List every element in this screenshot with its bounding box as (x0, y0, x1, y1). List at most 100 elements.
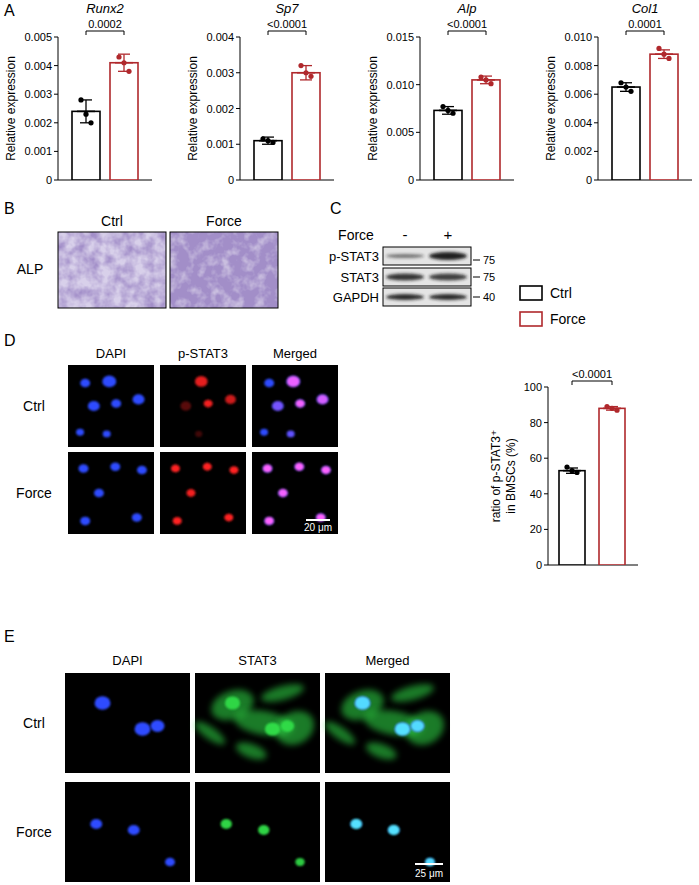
point (661, 52, 666, 57)
nucleus (278, 489, 288, 498)
bar (612, 87, 640, 180)
tick (544, 387, 548, 388)
axis-title: Relative expression (544, 56, 558, 161)
y-axis (420, 37, 421, 180)
y-axis (548, 387, 549, 565)
blot-strip (383, 247, 471, 265)
tick-label: 0.005 (386, 126, 414, 138)
point (618, 80, 623, 85)
nucleus (287, 430, 295, 437)
nucleus (137, 466, 147, 475)
tick (594, 65, 598, 66)
p-value: 0.0002 (88, 18, 122, 30)
point (298, 63, 303, 68)
tick (594, 122, 598, 123)
nucleus (286, 375, 300, 387)
tick-label: 0.010 (564, 31, 592, 43)
blot-band (429, 252, 467, 260)
image-background (252, 365, 338, 447)
nucleus-signal (321, 466, 330, 474)
tick (54, 94, 58, 95)
image-background (325, 782, 450, 882)
point (478, 74, 483, 79)
nucleus-signal (263, 465, 272, 473)
tick (416, 132, 420, 133)
nucleus (128, 825, 140, 835)
nucleus-signal (225, 395, 236, 404)
nucleus-signal (229, 466, 238, 474)
tick-label: 0.005 (24, 31, 52, 43)
point (623, 84, 628, 89)
row-label: Force (16, 824, 52, 840)
tick (594, 180, 598, 181)
nucleus-signal (265, 722, 280, 735)
axis-title: Relative expression (186, 56, 200, 161)
nucleus-signal (221, 819, 232, 829)
nucleus (294, 463, 304, 472)
tick (594, 94, 598, 95)
tick-label: 0.010 (386, 79, 414, 91)
bar (254, 141, 282, 180)
p-value: <0.0001 (572, 368, 612, 380)
nucleus-signal (171, 465, 180, 473)
tick (416, 180, 420, 181)
panel-letter: E (4, 628, 15, 645)
nucleus (94, 489, 104, 498)
tick (54, 180, 58, 181)
nucleus-signal (411, 720, 424, 731)
panel-letter: B (4, 200, 15, 217)
cytoplasm (364, 739, 399, 763)
micrograph (195, 782, 320, 882)
tick (54, 65, 58, 66)
point (628, 89, 633, 94)
image-frame (58, 232, 166, 308)
point (445, 108, 450, 113)
nucleus (102, 375, 116, 387)
point (83, 112, 88, 117)
lane-label: + (444, 226, 453, 243)
tick-label: 0 (408, 174, 414, 186)
row-label: Ctrl (23, 398, 45, 414)
figure: Runx2Relative expression00.0010.0020.003… (0, 0, 699, 885)
nucleus-signal (258, 825, 269, 835)
scale-bar (415, 863, 443, 865)
p-value: <0.0001 (447, 18, 487, 30)
point (666, 56, 671, 61)
axis-title: Relative expression (4, 56, 18, 161)
point (265, 138, 270, 143)
blot-band (386, 254, 424, 258)
nucleus (80, 517, 90, 526)
micrograph (252, 365, 338, 447)
micrograph (160, 365, 246, 447)
bar (110, 63, 138, 180)
column-label: Merged (365, 653, 409, 668)
nucleus-signal (287, 376, 300, 387)
nucleus (133, 394, 145, 404)
micrograph (322, 673, 451, 773)
cytoplasm (322, 718, 358, 748)
tick (544, 565, 548, 566)
chart: AlpRelative expression00.0050.0100.015<0… (366, 1, 514, 186)
marks (612, 46, 678, 180)
image-background (160, 452, 246, 534)
bracket (572, 381, 612, 385)
point (488, 81, 493, 86)
tick-label: 0.003 (206, 67, 234, 79)
nucleus (350, 819, 362, 829)
nucleus (355, 696, 371, 710)
legend-swatch (520, 286, 542, 300)
bar (292, 73, 320, 180)
micrograph (65, 782, 190, 882)
marker-label: 75 (483, 271, 495, 283)
treatment-label: Force (338, 227, 374, 243)
nucleus-signal (195, 376, 208, 387)
alp-image (170, 232, 278, 308)
image-background (252, 452, 338, 534)
image-background (325, 673, 450, 773)
micrograph (68, 452, 154, 534)
row-label: ALP (17, 261, 43, 277)
nucleus (264, 517, 274, 526)
error-bar (77, 100, 95, 123)
point (483, 77, 488, 82)
tick (236, 72, 240, 73)
